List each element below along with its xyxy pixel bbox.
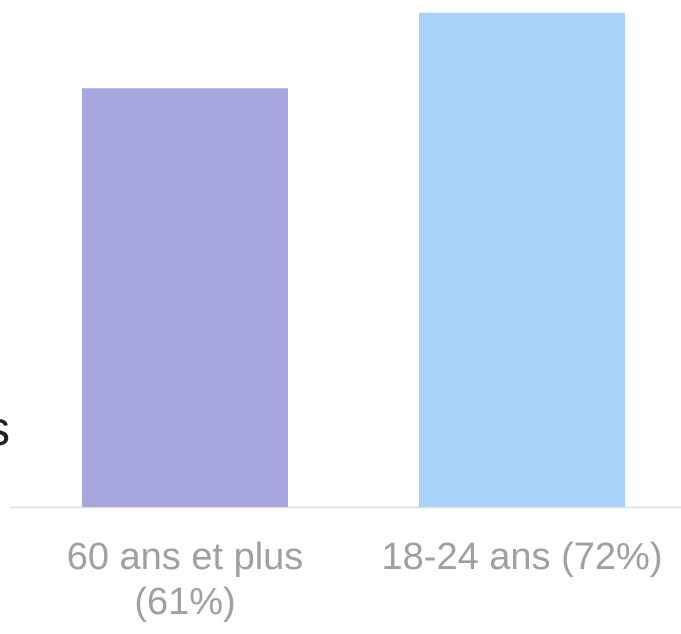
x-tick-label: 60 ans et plus (61%): [66, 536, 304, 623]
x-tick-label: 18-24 ans (72%): [381, 536, 663, 578]
bar: [419, 12, 625, 507]
clipped-label: s: [0, 405, 10, 455]
bar: [82, 88, 288, 508]
